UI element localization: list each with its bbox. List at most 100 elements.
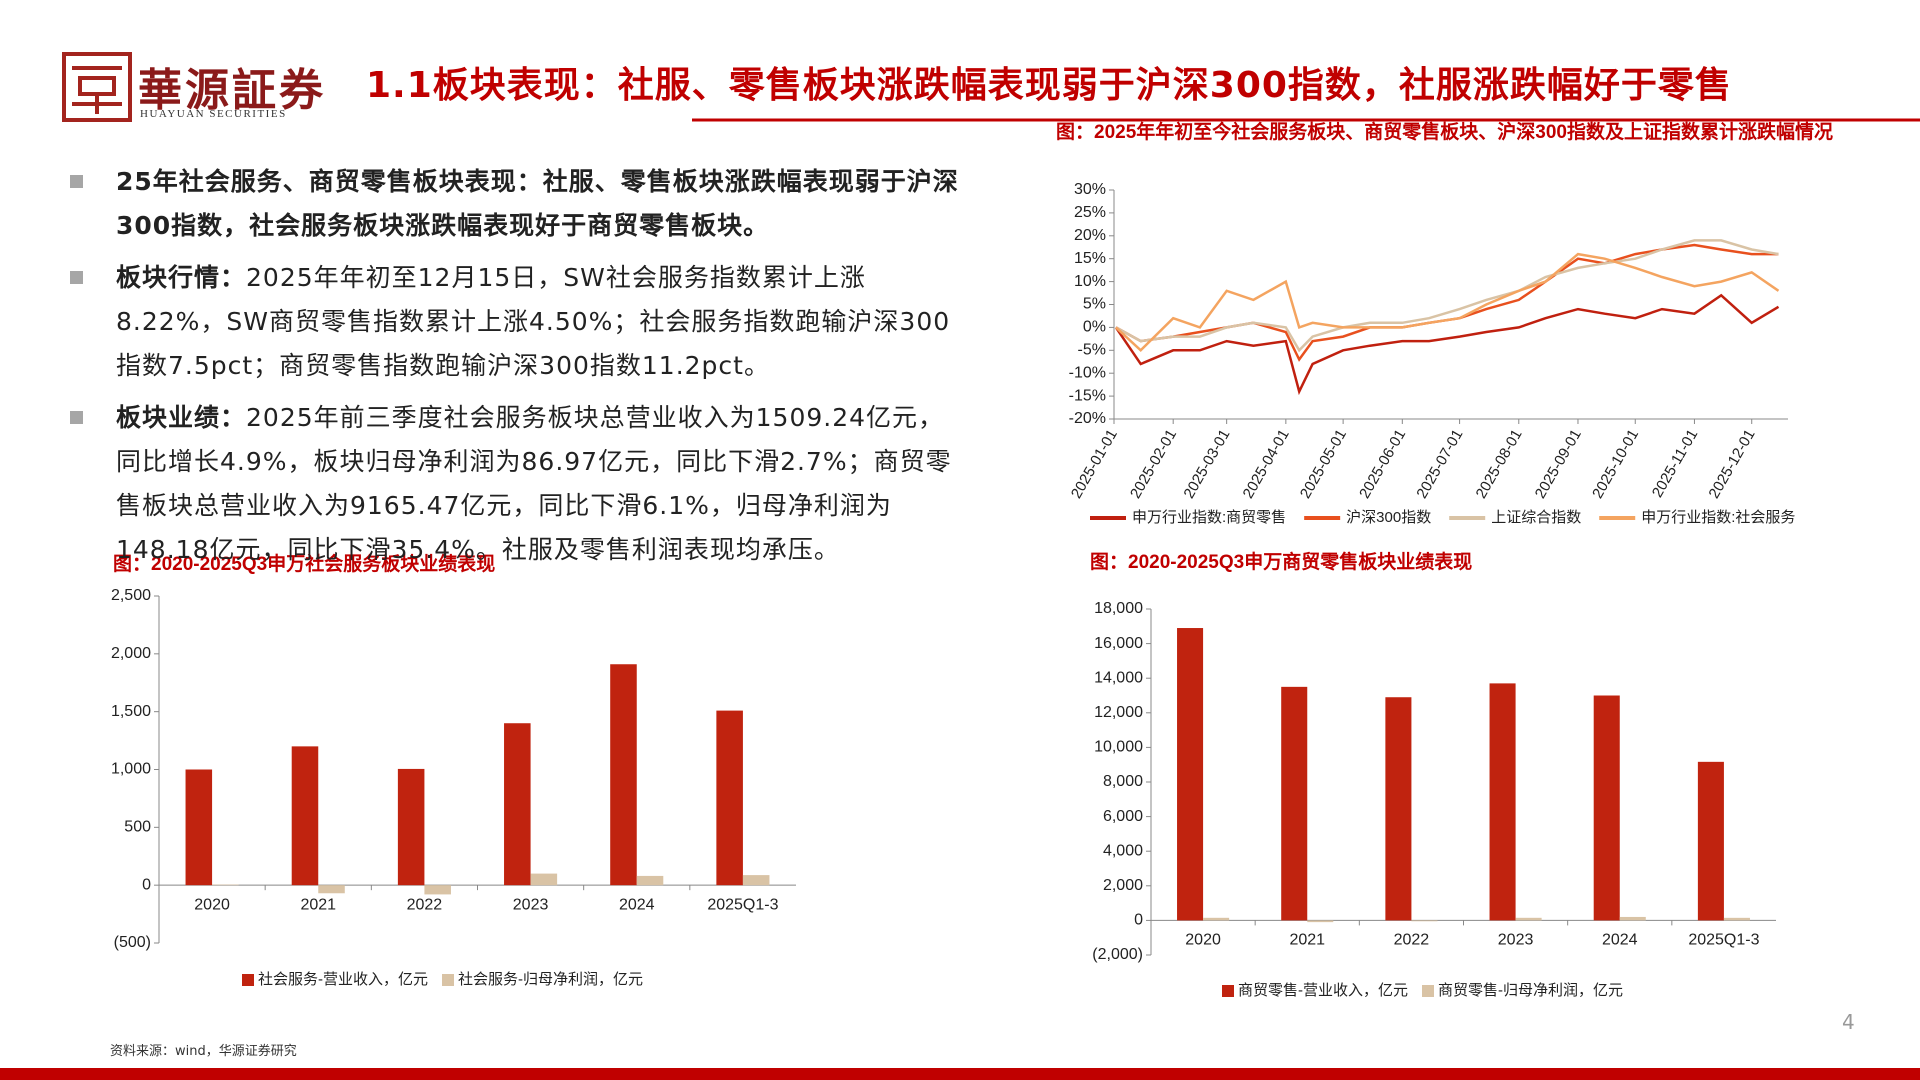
page-number: 4: [1842, 1010, 1855, 1034]
series-line: [1115, 239, 1779, 353]
bar: [397, 768, 425, 886]
bar: [291, 746, 319, 886]
y-tick-label: 4,000: [1103, 842, 1143, 859]
x-tick-label: 2025-04-01: [1240, 426, 1293, 501]
legend-label: 社会服务-营业收入，亿元: [258, 971, 428, 988]
bar: [742, 875, 770, 886]
logo-icon: [62, 52, 132, 122]
series-line: [1115, 252, 1780, 353]
x-tick-label: 2025-10-01: [1589, 426, 1642, 501]
source-note: 资料来源：wind，华源证券研究: [110, 1044, 297, 1059]
bar: [1411, 920, 1438, 922]
x-tick-label: 2021: [300, 896, 336, 913]
y-tick-label: 0: [1134, 912, 1143, 929]
y-tick-label: 0: [142, 876, 151, 893]
bar: [1697, 761, 1724, 921]
legend-swatch: [242, 974, 254, 986]
legend-label: 商贸零售-归母净利润，亿元: [1438, 982, 1623, 999]
x-tick-label: 2025-05-01: [1297, 426, 1350, 501]
x-tick-label: 2024: [619, 896, 655, 913]
bar: [1515, 917, 1542, 921]
x-tick-label: 2023: [1498, 932, 1534, 949]
bar: [1593, 695, 1620, 921]
x-tick-label: 2025Q1-3: [1688, 932, 1759, 949]
series-line: [1114, 293, 1780, 396]
y-tick-label: 16,000: [1094, 635, 1143, 652]
series-line: [1115, 243, 1779, 362]
bar: [504, 723, 531, 886]
legend-swatch: [442, 974, 454, 986]
x-tick-label: 2025-09-01: [1532, 426, 1585, 501]
bullet-lead: 25年社会服务、商贸零售板块表现：社服、零售板块涨跌幅表现弱于沪深300指数，社…: [116, 167, 959, 240]
y-tick-label: -15%: [1069, 387, 1106, 404]
slide-title: 1.1板块表现：社服、零售板块涨跌幅表现弱于沪深300指数，社服涨跌幅好于零售: [366, 65, 1732, 106]
legend-label: 商贸零售-营业收入，亿元: [1238, 982, 1408, 999]
chart-title: 图：2020-2025Q3申万社会服务板块业绩表现: [113, 552, 495, 575]
bar: [530, 873, 558, 886]
y-tick-label: 14,000: [1094, 669, 1143, 686]
x-tick-label: 2021: [1289, 932, 1325, 949]
x-tick-label: 2025-08-01: [1473, 426, 1526, 501]
bar: [1203, 917, 1230, 921]
y-tick-label: (2,000): [1092, 946, 1143, 963]
y-tick-label: -10%: [1069, 364, 1106, 381]
y-tick-label: 8,000: [1103, 773, 1143, 790]
bullet-lead: 板块业绩：: [116, 403, 247, 432]
bullet-text: 2025年年初至12月15日，SW社会服务指数累计上涨8.22%，SW商贸零售指…: [116, 263, 951, 380]
y-tick-label: 30%: [1074, 181, 1106, 198]
bullet-list: 25年社会服务、商贸零售板块表现：社服、零售板块涨跌幅表现弱于沪深300指数，社…: [70, 160, 960, 580]
x-tick-label: 2020: [1185, 932, 1221, 949]
x-tick-label: 2023: [513, 896, 549, 913]
y-tick-label: 2,000: [111, 645, 151, 662]
bar: [636, 875, 664, 886]
y-tick-label: 12,000: [1094, 704, 1143, 721]
y-tick-label: 0%: [1083, 319, 1106, 336]
legend-label: 社会服务-归母净利润，亿元: [458, 971, 643, 988]
x-tick-label: 2025-02-01: [1127, 426, 1180, 501]
x-tick-label: 2025-06-01: [1356, 426, 1409, 501]
y-tick-label: 1,000: [111, 761, 151, 778]
bar: [1307, 920, 1334, 923]
legend-label: 沪深300指数: [1346, 509, 1431, 526]
y-tick-label: 10%: [1074, 273, 1106, 290]
legend-swatch: [1422, 985, 1434, 997]
chart-title: 图：2020-2025Q3申万商贸零售板块业绩表现: [1090, 550, 1472, 573]
x-tick-label: 2025-01-01: [1068, 426, 1121, 501]
y-tick-label: 6,000: [1103, 808, 1143, 825]
logo-text: 華源証券: [138, 65, 326, 116]
bar: [1723, 917, 1750, 921]
x-tick-label: 2025-03-01: [1180, 426, 1233, 501]
x-tick-label: 2022: [1394, 932, 1430, 949]
bullet: 25年社会服务、商贸零售板块表现：社服、零售板块涨跌幅表现弱于沪深300指数，社…: [70, 160, 960, 248]
y-tick-label: 2,000: [1103, 877, 1143, 894]
bar: [610, 664, 637, 886]
bar: [1385, 697, 1412, 921]
y-tick-label: 25%: [1074, 204, 1106, 221]
x-tick-label: 2025-11-01: [1649, 426, 1702, 500]
x-tick-label: 2025-07-01: [1413, 426, 1466, 501]
y-tick-label: 10,000: [1094, 739, 1143, 756]
bar: [185, 769, 213, 886]
y-tick-label: 5%: [1083, 296, 1106, 313]
y-tick-label: 18,000: [1094, 600, 1143, 617]
bar: [424, 885, 451, 895]
x-tick-label: 2025Q1-3: [707, 896, 778, 913]
y-tick-label: -20%: [1069, 410, 1106, 427]
x-tick-label: 2020: [194, 896, 230, 913]
y-tick-label: 15%: [1074, 250, 1106, 267]
bar: [212, 884, 239, 886]
legend-label: 申万行业指数:商贸零售: [1132, 509, 1286, 526]
legend-label: 申万行业指数:社会服务: [1641, 509, 1795, 526]
bar: [1619, 916, 1646, 921]
x-tick-label: 2022: [407, 896, 443, 913]
legend-swatch: [1222, 985, 1234, 997]
y-tick-label: 20%: [1074, 227, 1106, 244]
y-tick-label: 2,500: [111, 587, 151, 604]
bar: [1489, 683, 1516, 921]
chart-title: 图：2025年年初至今社会服务板块、商贸零售板块、沪深300指数及上证指数累计涨…: [1056, 120, 1833, 143]
logo-subtitle: HUAYUAN SECURITIES: [140, 108, 287, 120]
y-tick-label: -5%: [1078, 342, 1106, 359]
x-tick-label: 2025-12-01: [1706, 426, 1759, 501]
